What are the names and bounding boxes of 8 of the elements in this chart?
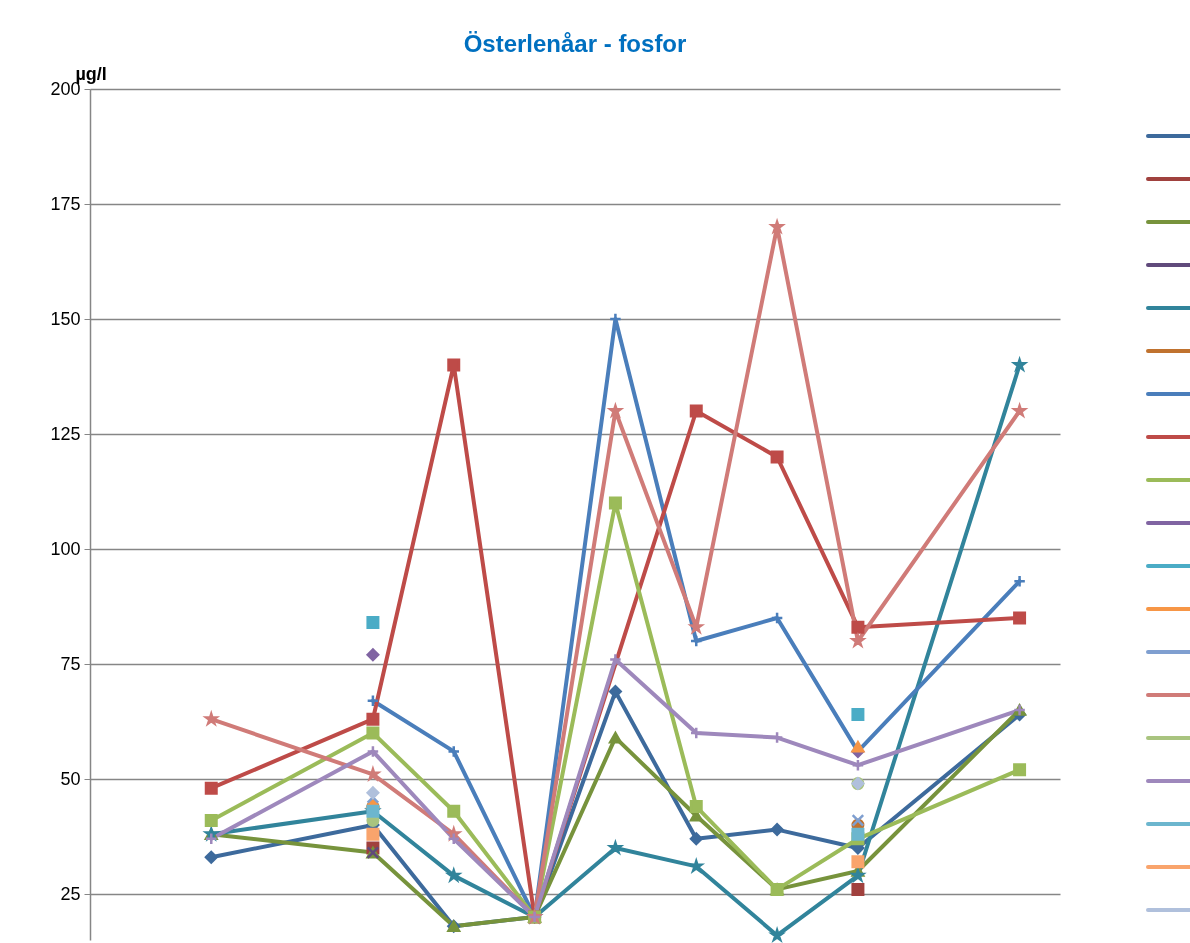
y-tick-label: 150 xyxy=(50,308,81,329)
y-tick-label: 50 xyxy=(60,768,81,789)
chart-title: Österlenåar - fosfor xyxy=(463,30,687,57)
y-tick-label: 75 xyxy=(60,653,81,674)
y-tick-label: 25 xyxy=(60,883,81,904)
y-tick-label: 100 xyxy=(50,538,81,559)
y-tick-label: 175 xyxy=(50,193,81,214)
y-tick-label: 125 xyxy=(50,423,81,444)
